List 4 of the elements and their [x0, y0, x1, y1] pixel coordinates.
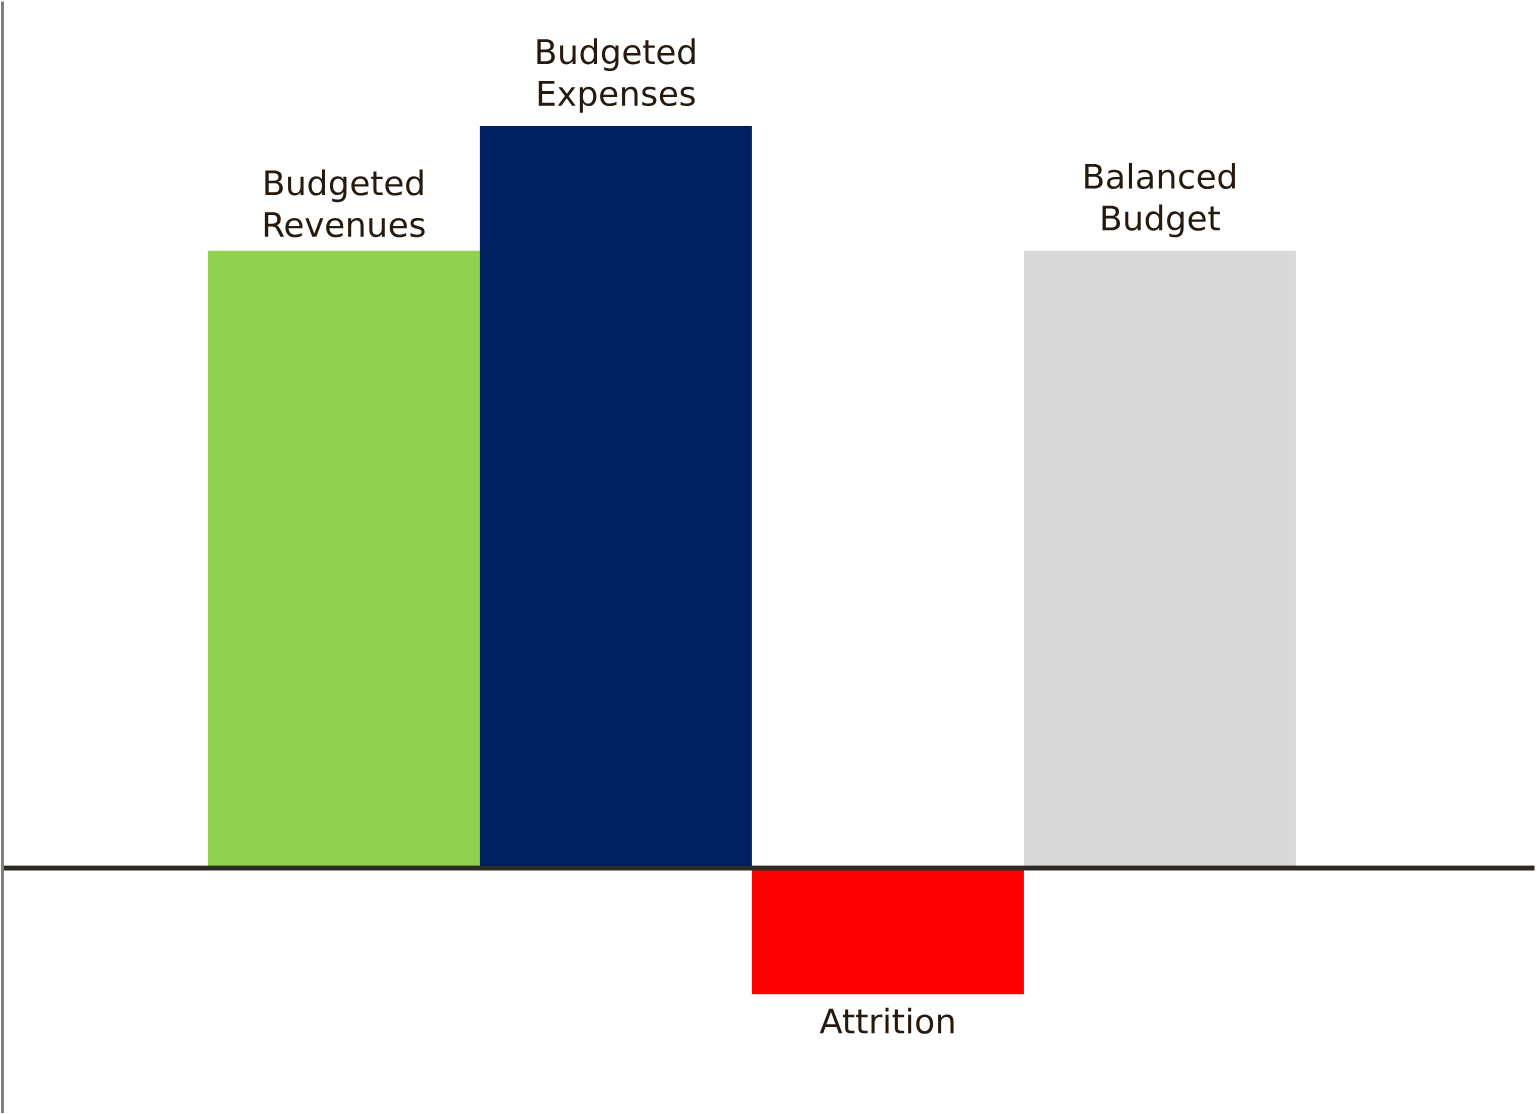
x-tick-label: Balanced Budget [1085, 162, 1235, 238]
x-tick-label: Budgeted Revenues [264, 169, 425, 238]
x-tick-label: Budgeted Expenses [537, 38, 695, 113]
x-tick-label: Attrition [819, 1007, 954, 1034]
